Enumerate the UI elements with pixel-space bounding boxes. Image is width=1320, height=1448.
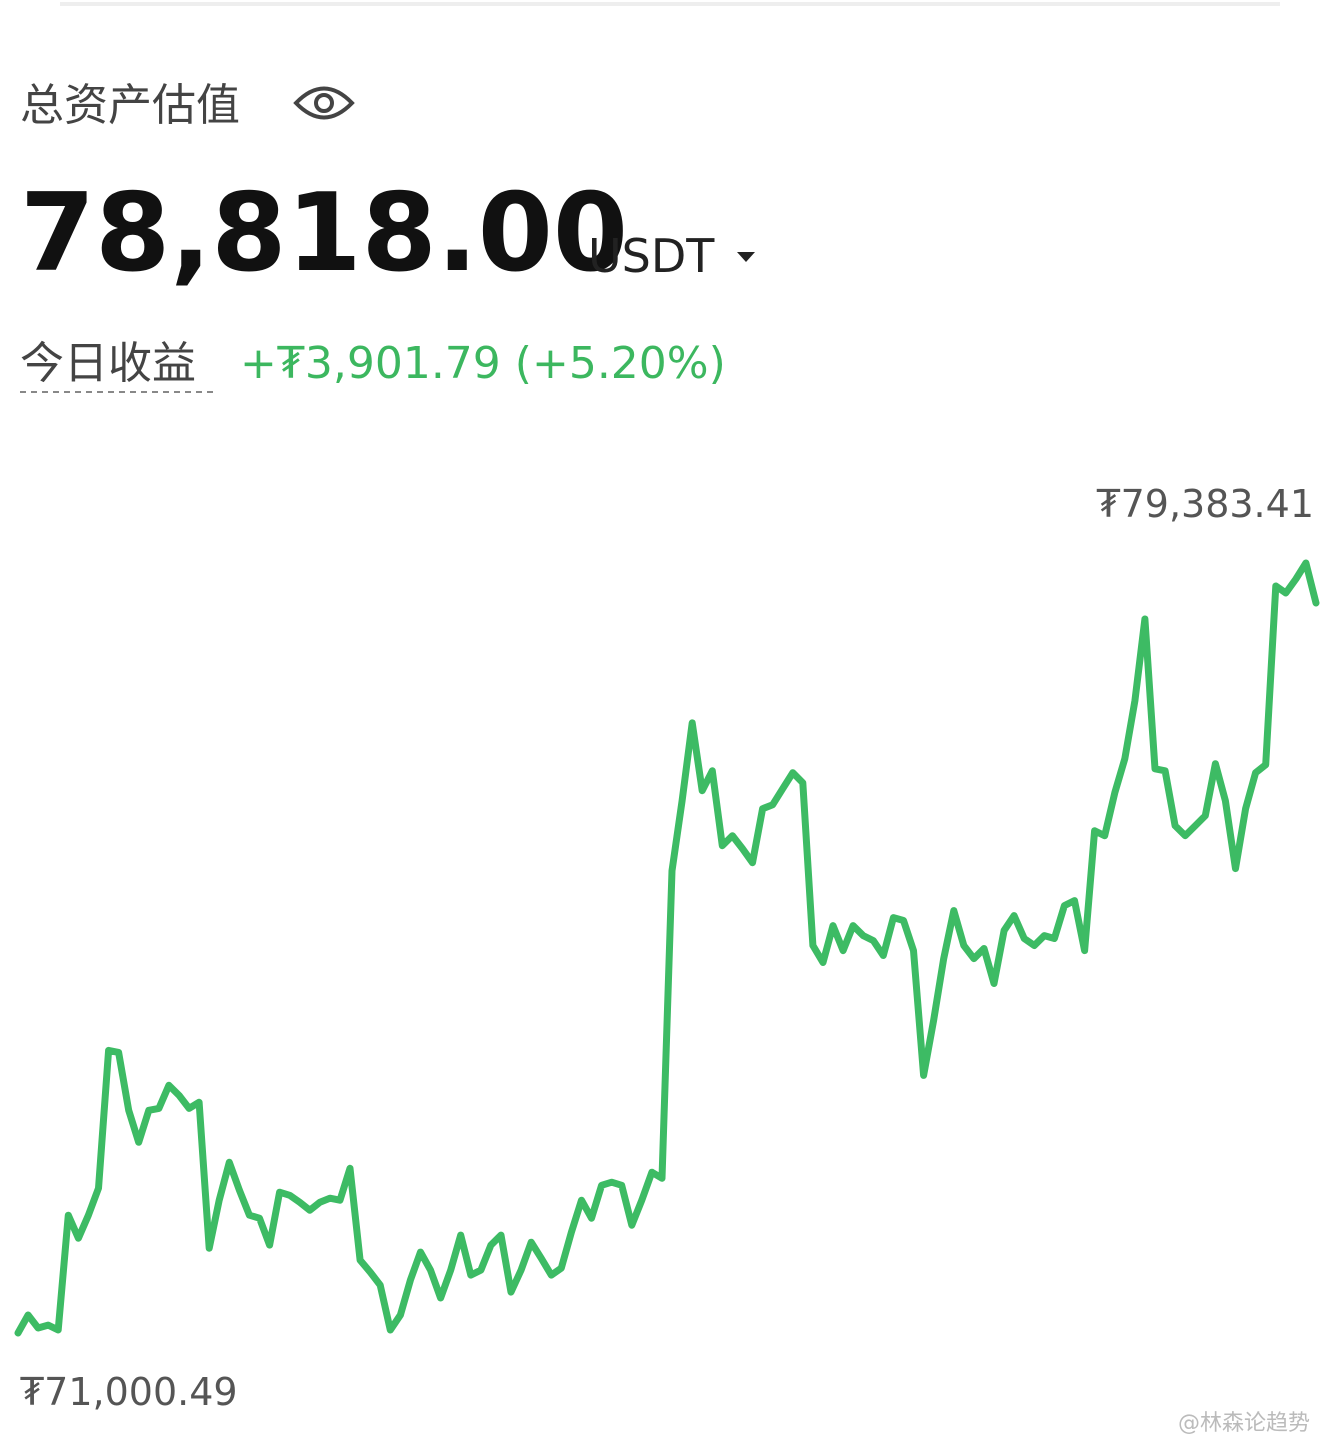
watermark: @林森论趋势 — [1178, 1411, 1310, 1436]
pnl-label[interactable]: 今日收益 — [20, 338, 196, 389]
currency[interactable]: USDT — [588, 229, 715, 283]
eye-icon[interactable] — [293, 86, 355, 120]
currency-dropdown[interactable] — [737, 252, 755, 262]
value-line — [14, 559, 1320, 1337]
max-label: ₮79,383.41 — [1096, 482, 1314, 526]
min-label: ₮71,000.49 — [20, 1370, 238, 1414]
balance: 78,818.00 — [20, 171, 628, 296]
pnl-value: +₮3,901.79 (+5.20%) — [240, 338, 726, 389]
title: 总资产估值 — [20, 80, 240, 131]
